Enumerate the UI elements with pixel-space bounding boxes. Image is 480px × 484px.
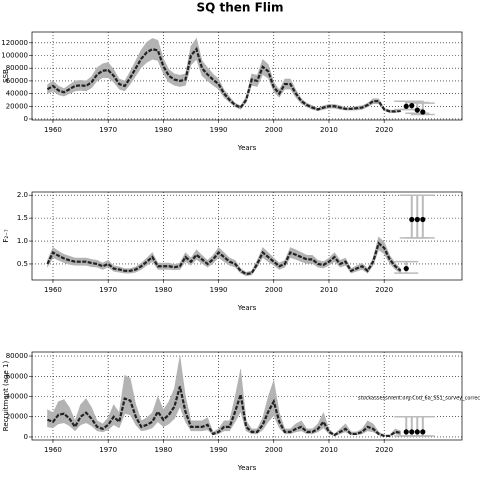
forecast-point [409,216,415,223]
x-tick-label: 2000 [265,126,283,134]
x-tick-label: 2000 [265,446,283,454]
x-tick-label: 1960 [44,126,62,134]
y-tick-label: 40000 [6,393,28,401]
chart-title: SQ then Flim [196,1,283,15]
y-tick-label: 1.5 [17,214,28,222]
forecast-point [409,429,415,435]
y-tick-label: 0.5 [17,260,28,268]
x-tick-label: 1980 [154,446,172,454]
forecast-point [409,103,415,109]
confidence-band [124,374,131,416]
y-tick-label: 1.0 [17,237,28,245]
x-tick-label: 2010 [320,286,338,294]
y-tick-label: 2.0 [17,191,28,199]
x-tick-label: 1990 [210,286,228,294]
forecast-point [414,429,420,435]
x-tick-label: 2010 [320,446,338,454]
forecast-point [420,109,426,115]
forecast-point [403,429,409,435]
plot-frame [31,31,463,121]
y-tick-label: 60000 [6,77,28,85]
confidence-band [295,88,302,105]
x-tick-label: 2020 [375,446,393,454]
median-line [47,386,401,438]
x-axis-label: Years [237,304,257,312]
x-tick-label: 1980 [154,126,172,134]
forecast-point [403,103,409,109]
confidence-band [63,398,70,427]
y-tick-label: 100000 [1,51,28,59]
confidence-band [157,396,164,428]
forecast-point [414,216,420,223]
confidence-band [218,78,225,99]
x-tick-label: 1990 [210,126,228,134]
x-tick-label: 1970 [99,126,117,134]
x-axis-label: Years [237,464,257,472]
x-tick-label: 1960 [44,286,62,294]
y-tick-label: 60000 [6,372,28,380]
confidence-band [301,419,308,435]
x-tick-label: 1960 [44,446,62,454]
y-axis-label: SSB [2,69,10,83]
y-tick-label: 0 [24,433,28,441]
forecast-point [420,216,426,223]
y-tick-label: 40000 [6,90,28,98]
forecast-point [403,265,409,272]
x-tick-label: 2010 [320,126,338,134]
x-tick-label: 2020 [375,286,393,294]
x-axis-label: Years [237,144,257,152]
y-tick-label: 120000 [1,39,28,47]
y-tick-label: 80000 [6,352,28,360]
plot-frame [31,351,463,441]
x-tick-label: 2020 [375,126,393,134]
x-tick-label: 2000 [265,286,283,294]
x-tick-label: 1980 [154,286,172,294]
confidence-band [361,419,368,435]
confidence-band [58,399,65,425]
y-tick-label: 20000 [6,102,28,110]
median-line [46,241,402,276]
confidence-band [163,400,170,428]
annotation: stockassessment.org:Cod_6a_SS1_survey_co… [358,396,480,402]
confidence-band [80,397,87,426]
plot-frame [31,191,463,281]
forecast-point [420,429,426,435]
x-tick-label: 1970 [99,446,117,454]
confidence-band [47,409,54,429]
confidence-band [163,58,170,83]
y-tick-label: 80000 [6,64,28,72]
x-tick-label: 1990 [210,446,228,454]
y-axis-label: Recruitment (age 1) [2,361,10,432]
median-line [46,46,401,113]
confidence-band [168,388,175,425]
y-axis-label: F₂₋₇ [2,229,10,243]
y-tick-label: 0 [24,115,28,123]
x-tick-label: 1970 [99,286,117,294]
y-tick-label: 20000 [6,413,28,421]
forecast-point [414,107,420,113]
confidence-band [196,38,203,76]
confidence-band [240,369,247,431]
